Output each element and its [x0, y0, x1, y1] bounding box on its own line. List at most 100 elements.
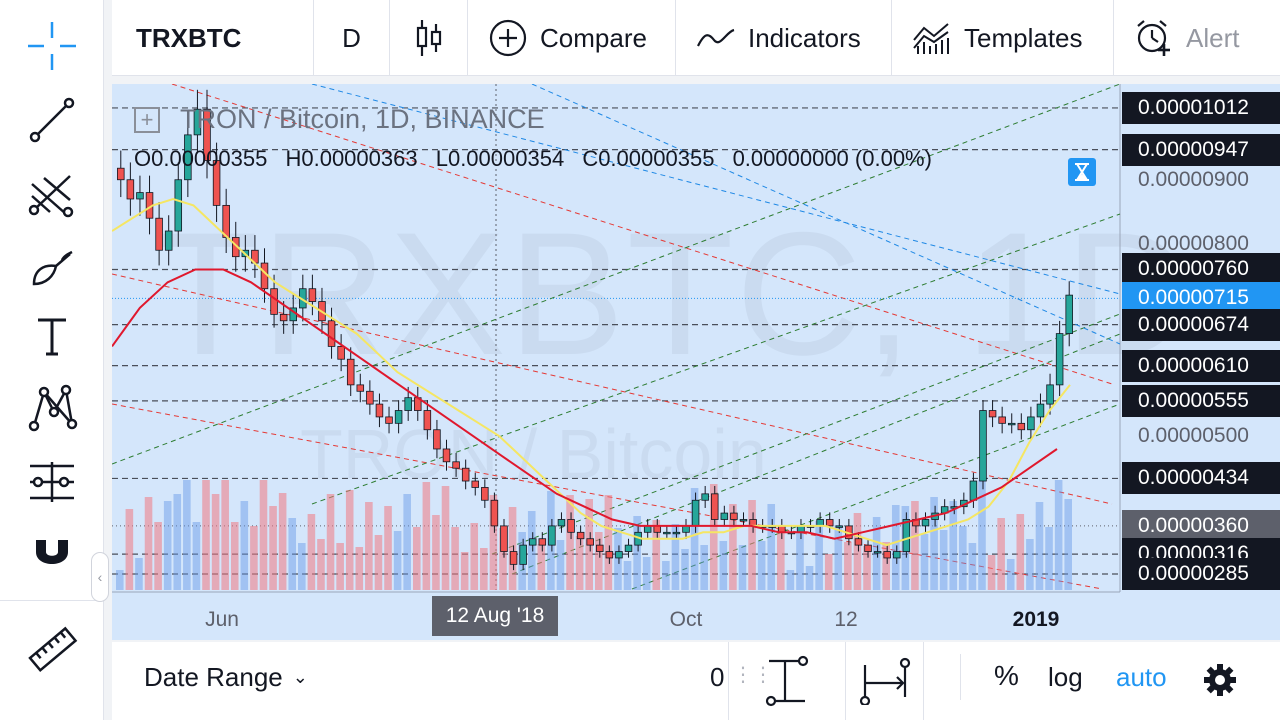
collapse-toolbar-handle[interactable]: ‹ [91, 552, 109, 602]
volume-bar [959, 526, 967, 590]
volume-bar [221, 480, 229, 590]
volume-bar [154, 522, 162, 590]
ascending-channel-line [631, 403, 1121, 590]
alert-button[interactable]: Alert [1114, 0, 1259, 76]
volume-bar [767, 504, 776, 590]
chart-pane[interactable]: TRXBTC, 1D TRON / Bitcoin + TRON / Bitco… [112, 84, 1280, 640]
chart-type-button[interactable] [390, 0, 468, 76]
volume-bar [269, 506, 277, 590]
volume-bar [288, 518, 297, 590]
candle-body [739, 519, 748, 522]
volume-bar [681, 549, 689, 590]
goto-date-button[interactable]: ⋮⋮ [728, 642, 846, 720]
trend-channel-line [171, 84, 1113, 385]
candle-body [998, 416, 1006, 424]
volume-bar [738, 545, 747, 590]
volume-bar [125, 509, 134, 590]
volume-bar [968, 543, 977, 590]
price-axis-label: 0.00000760 [1122, 253, 1280, 286]
candle-body [1036, 403, 1045, 418]
volume-bar [662, 561, 670, 590]
volume-bar [192, 522, 201, 590]
interval-label: D [342, 22, 361, 53]
volume-bar [997, 518, 1005, 590]
volume-bar [978, 480, 986, 590]
open-value: O0.00000355 [134, 146, 268, 171]
candle-body [596, 544, 604, 552]
time-range-button[interactable] [846, 642, 924, 720]
hourglass-icon[interactable] [1068, 158, 1096, 186]
time-axis-label: Jun [205, 608, 239, 631]
candle-body [327, 320, 336, 347]
candle-body [270, 288, 278, 315]
volume-bar [202, 480, 210, 590]
price-axis-label: 0.00000500 [1138, 424, 1249, 448]
candle-body [864, 544, 872, 552]
candle-body [893, 551, 901, 559]
date-range-button[interactable]: Date Range ⌄ [144, 662, 308, 693]
candle-body [184, 134, 192, 181]
bottom-divider [960, 654, 961, 700]
interval-button[interactable]: D [314, 0, 390, 76]
volume-bar [930, 497, 938, 590]
volume-bar [834, 525, 843, 590]
brush-icon[interactable] [22, 236, 82, 296]
volume-bar [317, 539, 325, 590]
text-tool-icon[interactable] [22, 306, 82, 366]
candle-body [663, 531, 671, 535]
volume-bar [575, 536, 584, 590]
symbol-watermark: TRXBTC, 1D [152, 197, 1193, 392]
drawing-toolbar: ‹ [0, 0, 109, 720]
pitchfork-icon[interactable] [22, 164, 82, 224]
candle-body [337, 346, 345, 360]
symbol-search-button[interactable]: TRXBTC [112, 0, 314, 76]
gear-icon[interactable] [1202, 662, 1238, 698]
ruler-icon[interactable] [22, 620, 82, 680]
time-range-icon [859, 657, 910, 705]
trend-line-icon[interactable] [22, 90, 82, 150]
candle-body [519, 544, 527, 565]
volume-bar [786, 570, 795, 590]
candle-body [710, 493, 719, 520]
volume-bar [891, 505, 900, 590]
candle-body [193, 108, 202, 136]
volume-bar [537, 544, 546, 590]
top-toolbar: TRXBTC D Compare Indicators Templates Al… [112, 0, 1280, 76]
candle-body [279, 313, 288, 322]
auto-scale-button[interactable]: auto [1116, 662, 1167, 692]
symbol-label: TRXBTC [136, 22, 242, 53]
percent-scale-button[interactable]: % [994, 660, 1019, 691]
volume-bar [805, 566, 814, 590]
descending-channel-line [531, 84, 1121, 345]
alert-label: Alert [1186, 22, 1240, 53]
volume-bar [1064, 499, 1072, 590]
candle-body [835, 525, 844, 528]
candle-body [442, 448, 451, 463]
prediction-measure-icon[interactable] [22, 452, 82, 512]
volume-bar [336, 543, 344, 590]
zero-label: 0 [710, 662, 725, 692]
volume-bar [240, 501, 249, 590]
log-scale-button[interactable]: log [1048, 662, 1083, 692]
expand-legend-icon[interactable]: + [134, 106, 160, 133]
volume-bar [278, 493, 287, 590]
templates-button[interactable]: Templates [892, 0, 1114, 76]
descending-channel-line [311, 84, 1121, 295]
pattern-icon[interactable] [22, 378, 82, 438]
volume-bar [642, 557, 651, 590]
moving-average-slow-line [112, 268, 1058, 540]
indicators-button[interactable]: Indicators [676, 0, 892, 76]
magnet-icon[interactable] [22, 520, 82, 580]
volume-bar [298, 543, 306, 590]
candle-body [356, 384, 365, 392]
ascending-channel-line [311, 213, 1121, 505]
crosshair-icon[interactable] [22, 16, 82, 76]
candle-body [212, 160, 221, 206]
compare-button[interactable]: Compare [468, 0, 676, 76]
volume-bar [815, 521, 823, 590]
plus-circle-icon [489, 19, 527, 57]
candle-body [730, 512, 738, 520]
drag-handle-icon[interactable]: ⋮⋮ [733, 664, 773, 686]
price-chart[interactable] [112, 84, 1280, 640]
date-range-label: Date Range [144, 662, 283, 692]
